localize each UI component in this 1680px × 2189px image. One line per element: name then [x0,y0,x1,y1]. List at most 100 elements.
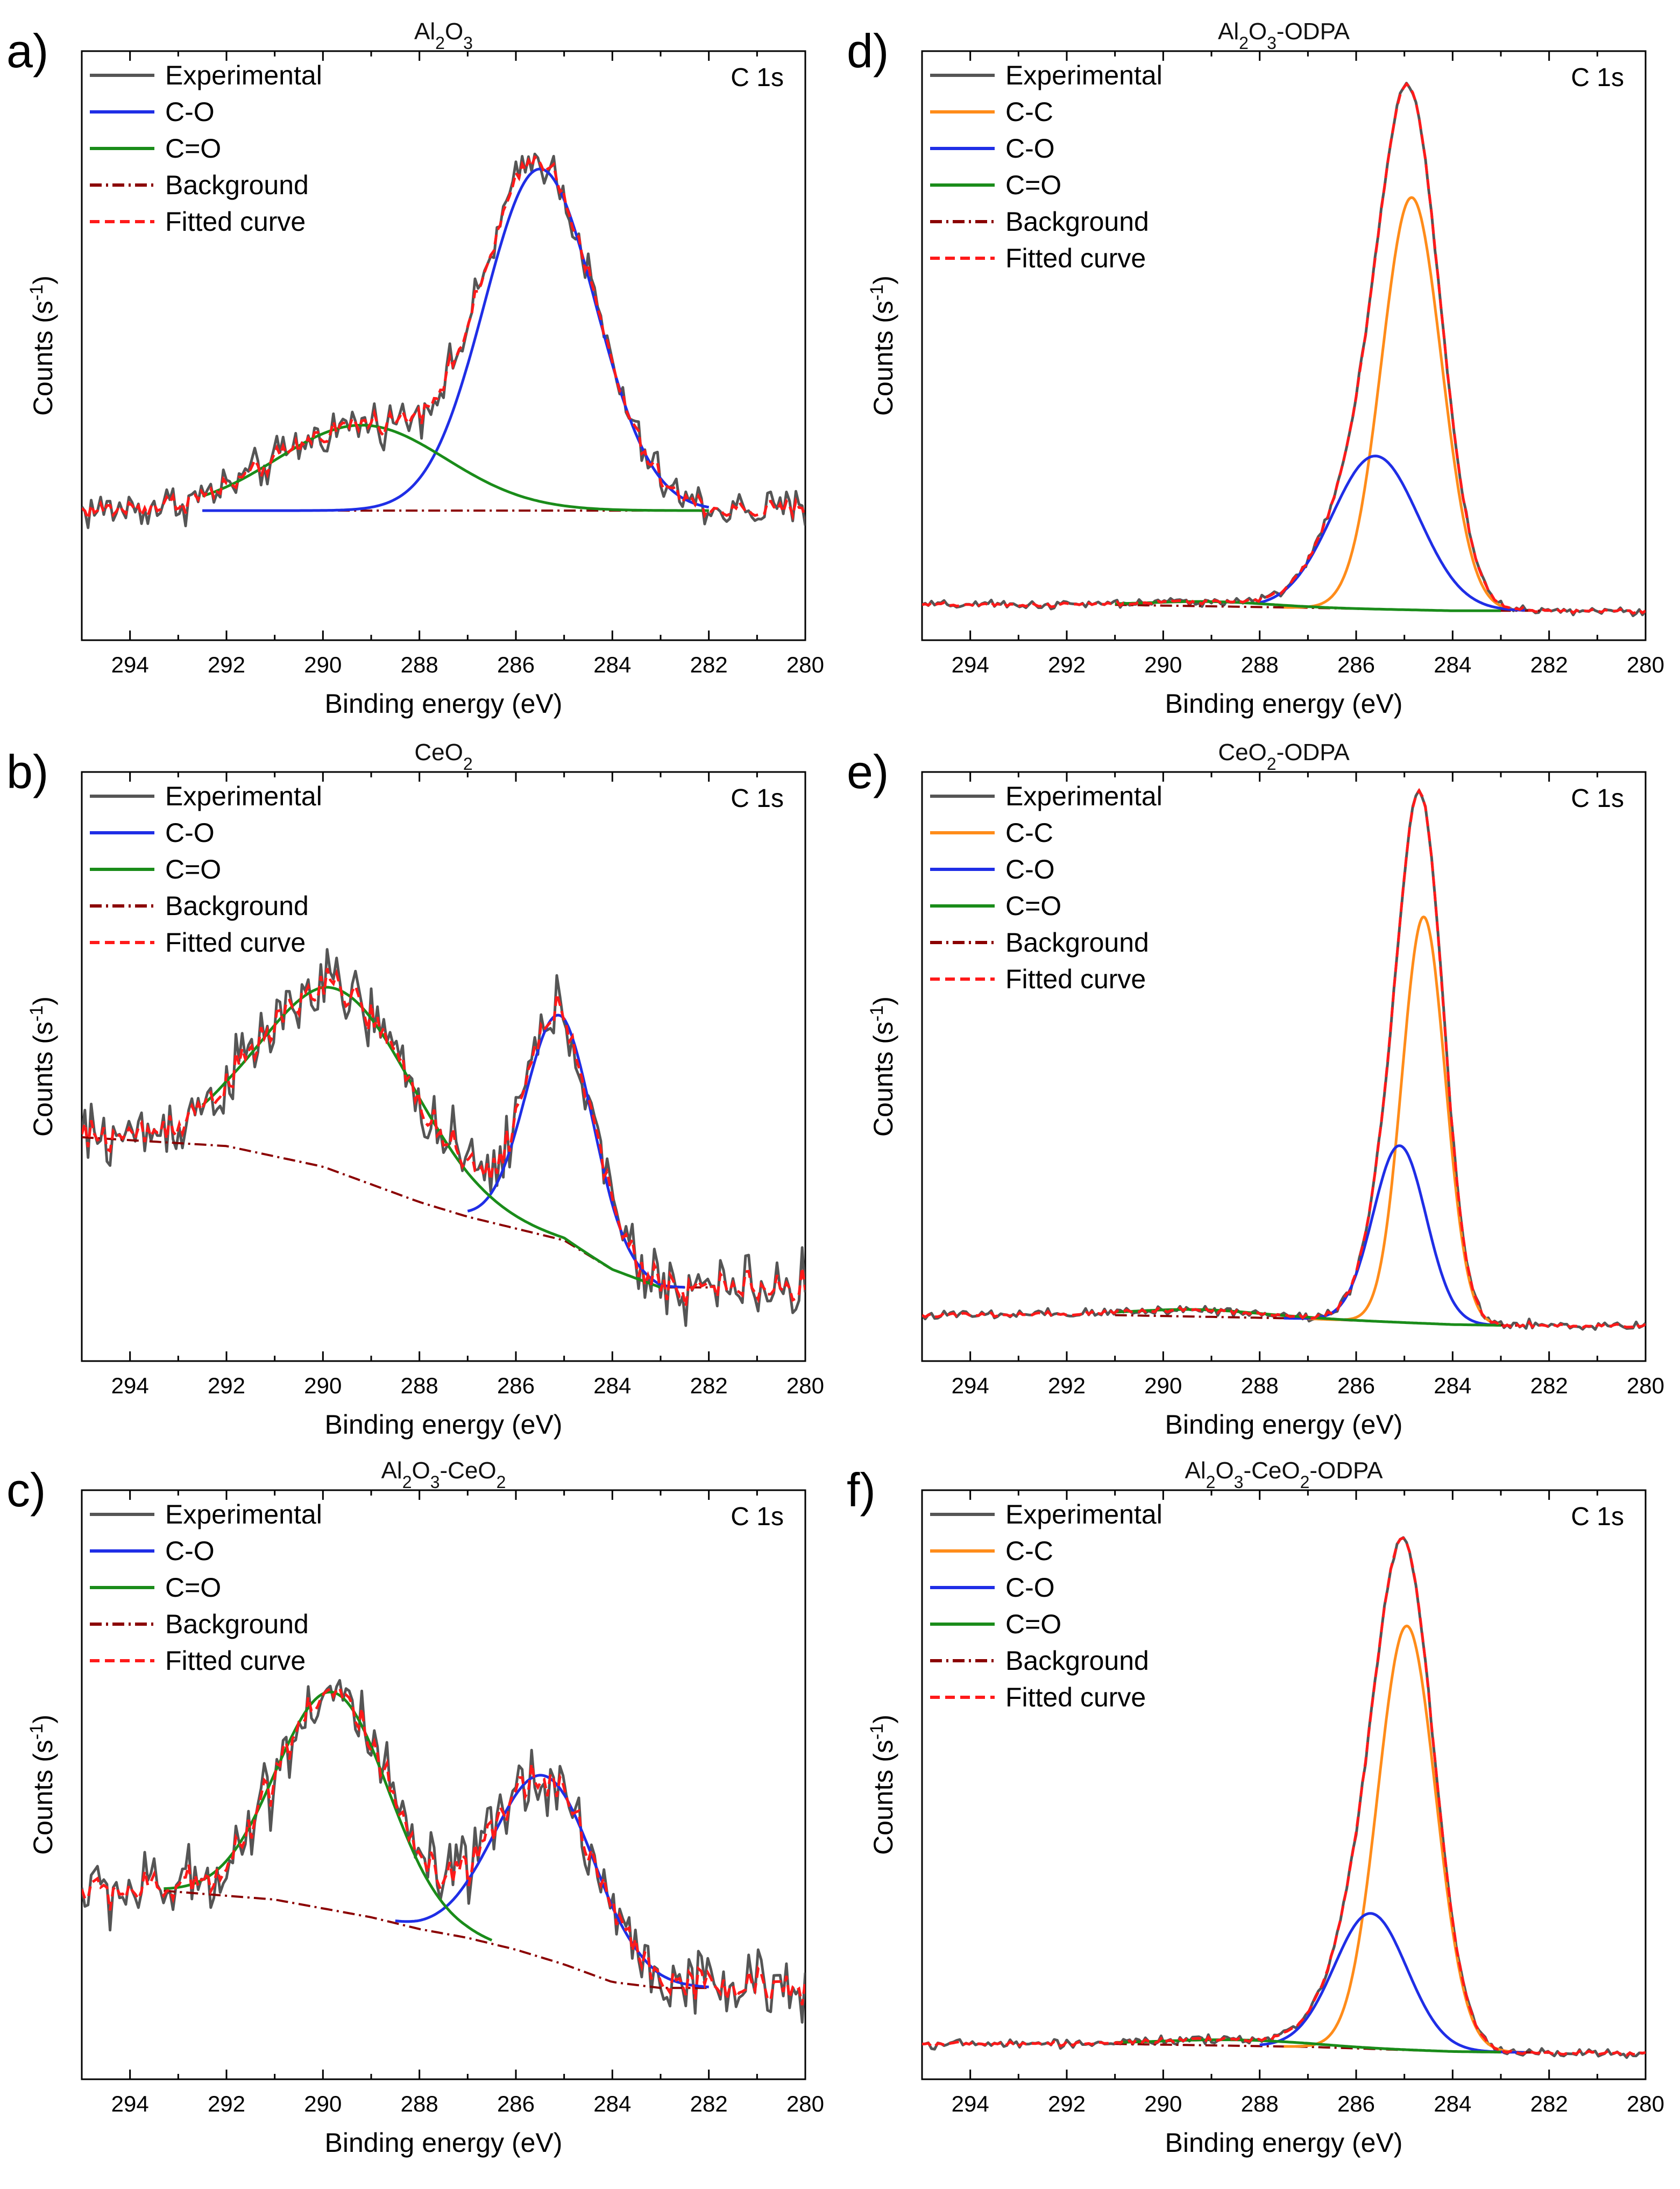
y-axis-label: Counts (s-1) [867,1715,898,1855]
x-tick-label: 280 [1627,2091,1664,2116]
panel-title: CeO2 [414,739,472,774]
legend-label: Background [1005,207,1149,237]
panel-letter: f) [847,1463,876,1517]
legend-label: C-O [165,97,215,127]
legend-label: C-O [1005,854,1055,884]
corner-label: C 1s [731,63,784,92]
legend-label: Fitted curve [1005,964,1146,994]
legend-label: Background [1005,927,1149,958]
legend-label: Fitted curve [1005,1682,1146,1712]
background-line [164,1889,709,1989]
x-tick-label: 284 [593,2091,631,2116]
fitted-curve-line [922,1536,1646,2057]
panel-c: 294 292 290 288 286 284 282 280 Binding energy (… [6,1457,824,2158]
panel-letter: c) [6,1463,46,1517]
legend-label: C=O [1005,891,1061,921]
plot-frame [921,50,1647,641]
corner-label: C 1s [1571,1503,1624,1531]
legend: Experimental C-C C-O C=O Background Fitted cu… [930,60,1162,273]
component-ceqo-line [202,423,709,512]
x-tick-label: 288 [401,1373,438,1398]
experimental-line [922,789,1646,1331]
x-tick-label: 286 [1337,1373,1375,1398]
experimental-line [82,948,805,1327]
legend-label: Experimental [1005,1499,1162,1529]
x-tick-label: 290 [1144,1373,1182,1398]
x-tick-label: 288 [1241,652,1279,677]
legend: Experimental C-O C=O Background Fitted curve [90,1499,322,1676]
x-tick-label: 282 [690,2091,728,2116]
x-tick-label: 290 [304,1373,342,1398]
corner-label: C 1s [731,784,784,813]
x-tick-label: 292 [1048,1373,1086,1398]
panel-title: CeO2-ODPA [1218,739,1350,774]
legend-label: C-O [1005,1572,1055,1603]
x-tick-label: 290 [1144,652,1182,677]
legend-label: Fitted curve [1005,243,1146,273]
legend-label: Fitted curve [165,927,306,958]
fitted-curve-line [82,968,805,1307]
x-tick-label: 292 [208,1373,245,1398]
legend-label: Experimental [165,781,322,811]
legend-label: Background [165,170,309,200]
legend-label: C=O [165,854,221,884]
x-tick-label: 286 [497,2091,535,2116]
x-tick-label: 290 [304,652,342,677]
component-ceqo-line [1115,600,1501,612]
panel-title: Al2O3-CeO2 [381,1457,506,1492]
x-tick-label: 292 [1048,2091,1086,2116]
component-c-o-line [1259,455,1525,612]
x-tick-label: 284 [593,652,631,677]
x-tick-label: 280 [786,1373,824,1398]
x-tick-label: 286 [497,652,535,677]
x-axis-label: Binding energy (eV) [325,689,563,719]
panel-b: 294 292 290 288 286 284 282 280 Binding energy (… [6,739,824,1440]
x-axis-label: Binding energy (eV) [1165,689,1403,719]
x-tick-label: 288 [401,652,438,677]
component-ceqo-line [201,986,661,1289]
corner-label: C 1s [731,1503,784,1531]
experimental-line [82,1679,805,2024]
legend-label: Background [165,1609,309,1639]
plot-frame [81,1489,806,2080]
x-tick-label: 284 [1434,1373,1471,1398]
x-tick-label: 294 [111,2091,149,2116]
y-axis-label: Counts (s-1) [26,996,58,1137]
x-tick-label: 292 [208,2091,245,2116]
x-tick-label: 284 [1434,652,1471,677]
x-axis-label: Binding energy (eV) [325,1409,563,1440]
plot-area [82,948,805,1327]
fitted-curve-line [82,155,805,524]
x-axis-label: Binding energy (eV) [1165,1409,1403,1440]
corner-label: C 1s [1571,63,1624,92]
legend-label: Experimental [1005,781,1162,811]
x-tick-label: 294 [111,1373,149,1398]
y-axis-label: Counts (s-1) [867,996,898,1137]
x-tick-label: 280 [786,652,824,677]
plot-area [82,152,805,529]
y-axis-label: Counts (s-1) [26,275,58,416]
x-tick-label: 294 [952,652,989,677]
fitted-curve-line [82,1685,805,2006]
legend-label: C-O [165,818,215,848]
legend-label: C-C [1005,97,1053,127]
x-axis-label: Binding energy (eV) [325,2128,563,2158]
panel-d: 294 292 290 288 286 284 282 280 Binding energy (… [847,18,1664,719]
panel-a: 294 292 290 288 286 284 282 280 Binding energy (… [6,18,824,719]
x-tick-label: 288 [1241,1373,1279,1398]
legend-label: Experimental [1005,60,1162,90]
x-tick-label: 282 [1530,652,1568,677]
x-tick-label: 280 [1627,652,1664,677]
panel-letter: d) [847,24,889,77]
x-tick-label: 292 [208,652,245,677]
plot-frame [81,50,806,641]
corner-label: C 1s [1571,784,1624,813]
x-tick-label: 294 [111,652,149,677]
x-tick-label: 280 [786,2091,824,2116]
legend-label: Experimental [165,60,322,90]
panel-letter: b) [6,745,48,798]
x-tick-label: 290 [304,2091,342,2116]
x-tick-label: 282 [690,652,728,677]
legend: Experimental C-O C=O Background Fitted curve [90,781,322,958]
